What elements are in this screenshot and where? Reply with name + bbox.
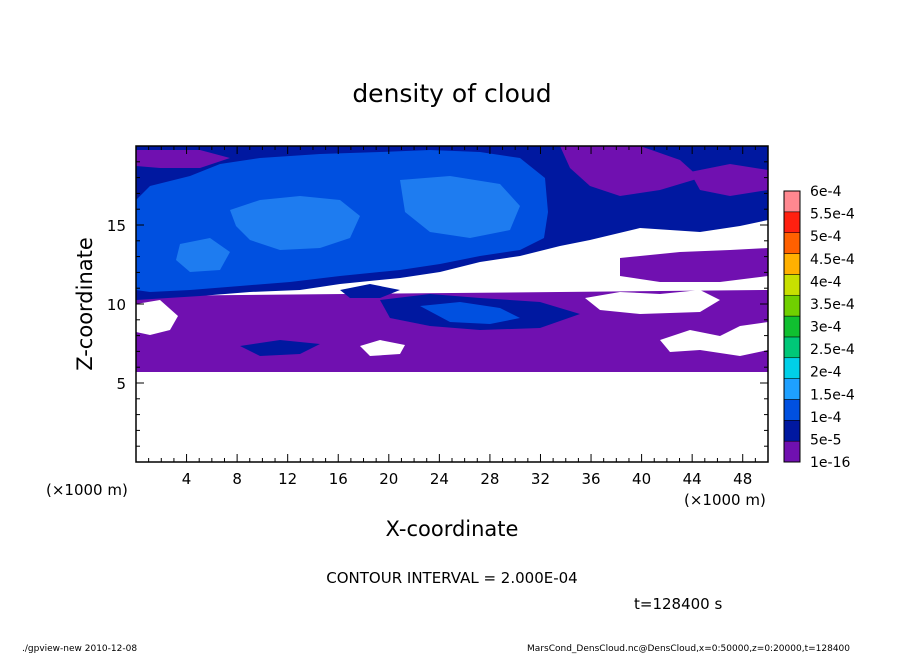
x-tick-label: 12 [278,470,297,488]
cloud-gap [590,232,710,256]
cloud-region-1e-16 [136,150,230,168]
x-tick-label: 16 [329,470,348,488]
colorbar-swatch [783,274,801,296]
y-tick-label: 15 [107,217,126,235]
cloud-region-1-5e-4 [176,238,230,272]
x-unit-left: (×1000 m) [46,481,128,499]
colorbar-label: 2.5e-4 [810,342,855,358]
chart-title: density of cloud [352,79,551,108]
colorbar-label: 5e-5 [810,432,841,448]
x-tick-label: 20 [379,470,398,488]
colorbar-swatch [783,420,801,442]
colorbar-swatch [783,378,801,400]
y-axis: 5 10 15 [107,161,768,447]
colorbar-swatch [783,253,801,275]
x-tick-label: 4 [182,470,192,488]
x-tick-label: 32 [531,470,550,488]
cloud-gap [360,340,405,356]
cloud-region-1-5e-4 [230,196,360,250]
x-tick-label: 36 [581,470,600,488]
x-tick-label: 40 [632,470,651,488]
colorbar-swatch [783,357,801,379]
colorbar-label: 2e-4 [810,365,842,381]
cloud-streak [420,302,520,324]
colorbar: 1e-16 5e-5 1e-4 1.5e-4 2e-4 2.5e-4 3e-4 3.5e-4 4… [783,184,855,471]
x-tick-label: 28 [480,470,499,488]
time-label: t=128400 s [634,595,722,613]
x-tick-label: 8 [232,470,242,488]
x-tick-label: 44 [683,470,702,488]
colorbar-label: 4.5e-4 [810,252,855,268]
footer-left: ./gpview-new 2010-12-08 [22,644,137,654]
cloud-region-1e-16 [690,164,768,196]
cloud-streak [340,284,400,298]
colorbar-swatch [783,315,801,338]
x-axis-label: X-coordinate [386,517,519,541]
colorbar-swatch [783,211,801,233]
cloud-gap [585,290,720,314]
cloud-region-1e-16 [560,146,700,196]
colorbar-label: 5.5e-4 [810,207,855,223]
y-axis-label: Z-coordinate [73,237,97,371]
y-tick-label: 5 [116,375,126,393]
x-tick-label: 24 [430,470,449,488]
colorbar-swatch [783,190,801,213]
contour-interval-label: CONTOUR INTERVAL = 2.000E-04 [326,569,577,587]
cloud-gap [136,300,178,335]
cloud-region-1-5e-4 [400,176,520,238]
colorbar-swatch [783,336,801,359]
colorbar-label: 5e-4 [810,229,842,245]
colorbar-label: 1.5e-4 [810,387,855,403]
colorbar-frame [783,190,801,463]
colorbar-label: 6e-4 [810,184,842,200]
colorbar-label: 4e-4 [810,274,842,290]
colorbar-label: 3e-4 [810,320,842,336]
colorbar-swatch [783,294,801,317]
colorbar-label: 1e-4 [810,410,842,426]
x-tick-label: 48 [733,470,752,488]
colorbar-swatch [783,232,801,254]
colorbar-label: 1e-16 [810,455,850,471]
cloud-gap [660,322,768,356]
x-axis: 4 8 12 16 20 24 28 32 36 40 44 48 [148,146,756,488]
colorbar-label: 3.5e-4 [810,297,855,313]
colorbar-swatch [783,399,801,421]
cloud-region-1e-16 [620,248,768,282]
x-unit-right: (×1000 m) [684,491,766,509]
density-field [136,146,768,462]
colorbar-swatch [783,440,801,463]
footer-right: MarsCond_DensCloud.nc@DensCloud,x=0:5000… [527,644,850,654]
cloud-streak [240,340,320,356]
y-tick-label: 10 [107,296,126,314]
